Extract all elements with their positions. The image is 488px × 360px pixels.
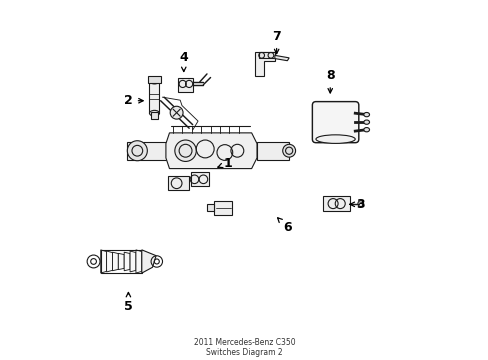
Polygon shape xyxy=(112,252,118,271)
Ellipse shape xyxy=(127,141,147,161)
Polygon shape xyxy=(255,53,274,76)
Ellipse shape xyxy=(170,106,183,119)
Ellipse shape xyxy=(363,127,369,132)
Bar xyxy=(101,250,142,273)
Bar xyxy=(257,142,288,160)
Text: 7: 7 xyxy=(272,30,281,54)
Bar xyxy=(151,112,158,118)
Text: 8: 8 xyxy=(325,69,334,93)
Text: 6: 6 xyxy=(277,218,291,234)
Ellipse shape xyxy=(363,120,369,124)
Polygon shape xyxy=(142,250,156,273)
Polygon shape xyxy=(258,53,274,58)
Bar xyxy=(323,197,349,211)
Polygon shape xyxy=(124,252,130,271)
Ellipse shape xyxy=(149,78,159,84)
Polygon shape xyxy=(106,251,112,272)
Polygon shape xyxy=(101,250,106,273)
Bar xyxy=(167,176,189,190)
Text: 2011 Mercedes-Benz C350
Switches Diagram 2: 2011 Mercedes-Benz C350 Switches Diagram… xyxy=(193,338,295,357)
Text: 3: 3 xyxy=(349,198,364,211)
Ellipse shape xyxy=(315,135,354,143)
Bar xyxy=(126,142,171,160)
Bar xyxy=(207,204,213,211)
Ellipse shape xyxy=(175,140,196,161)
Text: 2: 2 xyxy=(124,94,143,107)
Ellipse shape xyxy=(363,112,369,117)
Polygon shape xyxy=(136,250,142,273)
Bar xyxy=(148,76,161,83)
Polygon shape xyxy=(130,251,136,272)
Text: 1: 1 xyxy=(218,157,232,170)
Polygon shape xyxy=(118,253,124,270)
Bar xyxy=(213,201,232,215)
Text: 4: 4 xyxy=(179,51,188,72)
Text: 5: 5 xyxy=(124,292,133,312)
Bar xyxy=(149,81,159,113)
Ellipse shape xyxy=(282,144,295,157)
Bar xyxy=(190,172,209,186)
Ellipse shape xyxy=(149,111,159,116)
Bar xyxy=(177,78,193,92)
Polygon shape xyxy=(165,133,257,168)
Polygon shape xyxy=(274,55,288,61)
FancyBboxPatch shape xyxy=(312,102,358,143)
